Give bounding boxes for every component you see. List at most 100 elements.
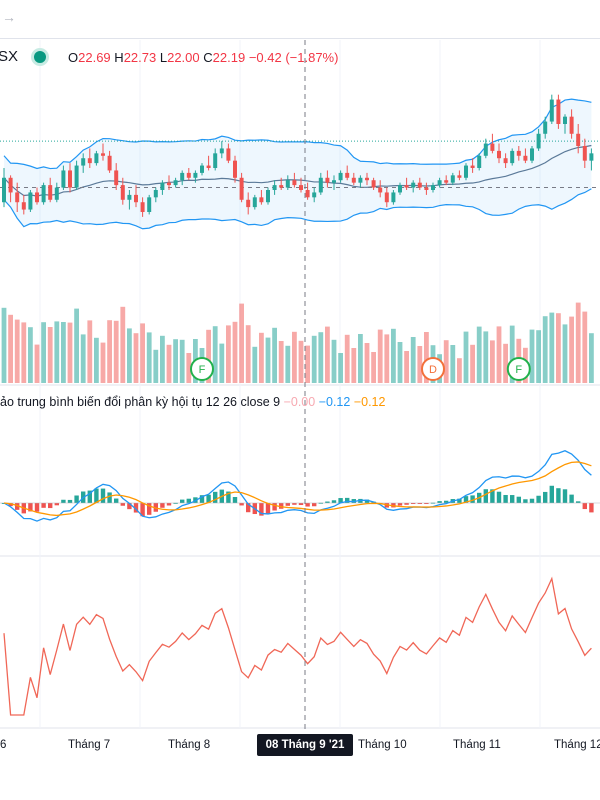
macd-histogram-bar [166, 503, 172, 506]
macd-histogram-bar [503, 494, 508, 503]
volume-bar [463, 331, 469, 383]
candle-body [404, 185, 409, 188]
x-axis-label: Tháng 7 [68, 739, 111, 751]
volume-bar [305, 345, 310, 383]
macd-histogram-bar [364, 499, 370, 503]
candle-body [371, 180, 376, 188]
candle-body [219, 148, 224, 154]
candle-body [384, 192, 389, 203]
volume-bar [529, 329, 535, 383]
volume-bar [325, 326, 330, 383]
volume-bar [94, 337, 99, 383]
macd-histogram-bar [457, 498, 462, 503]
candle-body [411, 182, 416, 188]
volume-bar [476, 326, 482, 383]
arrow-right-icon[interactable]: → [2, 9, 16, 25]
candle-body [74, 165, 79, 188]
macd-histogram-bar [226, 491, 231, 503]
macd-histogram-bar [74, 495, 79, 503]
candle-body [226, 148, 231, 161]
macd-histogram-bar [523, 499, 528, 503]
volume-bar [404, 351, 409, 383]
candle-body [153, 190, 158, 198]
macd-histogram-bar [232, 497, 238, 503]
toolbar: → [0, 0, 600, 39]
candle-body [365, 177, 369, 181]
volume-bar [397, 342, 403, 383]
market-status-icon [34, 51, 46, 63]
candle-body [140, 202, 145, 212]
volume-bar [219, 343, 225, 383]
macd-histogram-bar [173, 502, 178, 504]
volume-bar [377, 329, 383, 383]
candle-body [563, 116, 567, 124]
macd-histogram-bar [67, 499, 73, 503]
volume-bar [589, 333, 594, 383]
candle-body [233, 160, 237, 178]
candle-body [299, 185, 303, 190]
candle-body [576, 133, 581, 146]
volume-bar [8, 314, 13, 383]
macd-histogram-bar [28, 503, 33, 512]
macd-histogram-bar [325, 501, 330, 503]
candle-body [556, 99, 561, 124]
earnings-marker-icon [506, 357, 531, 381]
candle-body [127, 194, 132, 200]
volume-bar [239, 303, 244, 383]
candle-body [457, 175, 462, 178]
candle-body [431, 185, 435, 190]
macd-histogram-bar [48, 503, 53, 509]
candle-body [200, 165, 204, 173]
macd-histogram-bar [206, 494, 211, 503]
candle-body [450, 175, 455, 183]
macd-histogram-bar [279, 503, 284, 509]
volume-bar [503, 343, 508, 383]
candle-body [252, 197, 257, 208]
volume-bar [87, 320, 93, 383]
candle-body [391, 192, 396, 203]
macd-histogram-bar [87, 490, 92, 503]
volume-bar [252, 346, 258, 383]
volume-bar [1, 307, 7, 383]
x-axis-label: Tháng 10 [358, 739, 407, 751]
bollinger-fill [4, 99, 592, 229]
macd-histogram-bar [186, 498, 191, 503]
candle-body [312, 192, 317, 198]
macd-title[interactable]: ảo trung bình biến đổi phân kỳ hội tụ 12… [0, 395, 281, 409]
candle-body [444, 180, 449, 183]
volume-bar [470, 344, 475, 383]
volume-bar [443, 340, 449, 383]
macd-histogram-bar [133, 503, 139, 513]
volume-bar [272, 327, 277, 383]
macd-histogram-bar [100, 488, 106, 503]
macd-histogram-bar [490, 489, 495, 503]
candle-body [318, 177, 323, 193]
candle-body [61, 170, 66, 188]
x-axis-label: Tháng 11 [453, 739, 501, 751]
candle-body [120, 185, 125, 200]
volume-bar [536, 330, 541, 383]
macd-histogram-bar [285, 503, 290, 506]
candle-body [259, 197, 264, 203]
macd-histogram-bar [305, 503, 310, 507]
macd-histogram-bar [345, 497, 350, 503]
macd-histogram-bar [140, 503, 145, 517]
candle-body [167, 182, 171, 186]
macd-histogram-bar [34, 503, 40, 512]
volume-bar [153, 349, 159, 383]
candle-body [41, 185, 46, 203]
candle-body [107, 155, 112, 171]
macd-histogram-bar [147, 503, 152, 515]
candle-body [503, 158, 508, 164]
macd-histogram-bar [312, 503, 317, 507]
macd-histogram-bar [562, 489, 568, 503]
macd-histogram-bar [213, 491, 218, 503]
macd-histogram-bar [180, 499, 185, 503]
volume-bar [331, 339, 337, 383]
bollinger-upper [3, 98, 592, 170]
candle-body [266, 190, 270, 203]
candle-body [523, 155, 528, 161]
symbol-name[interactable]: SX [0, 48, 19, 65]
volume-bar [582, 311, 588, 383]
